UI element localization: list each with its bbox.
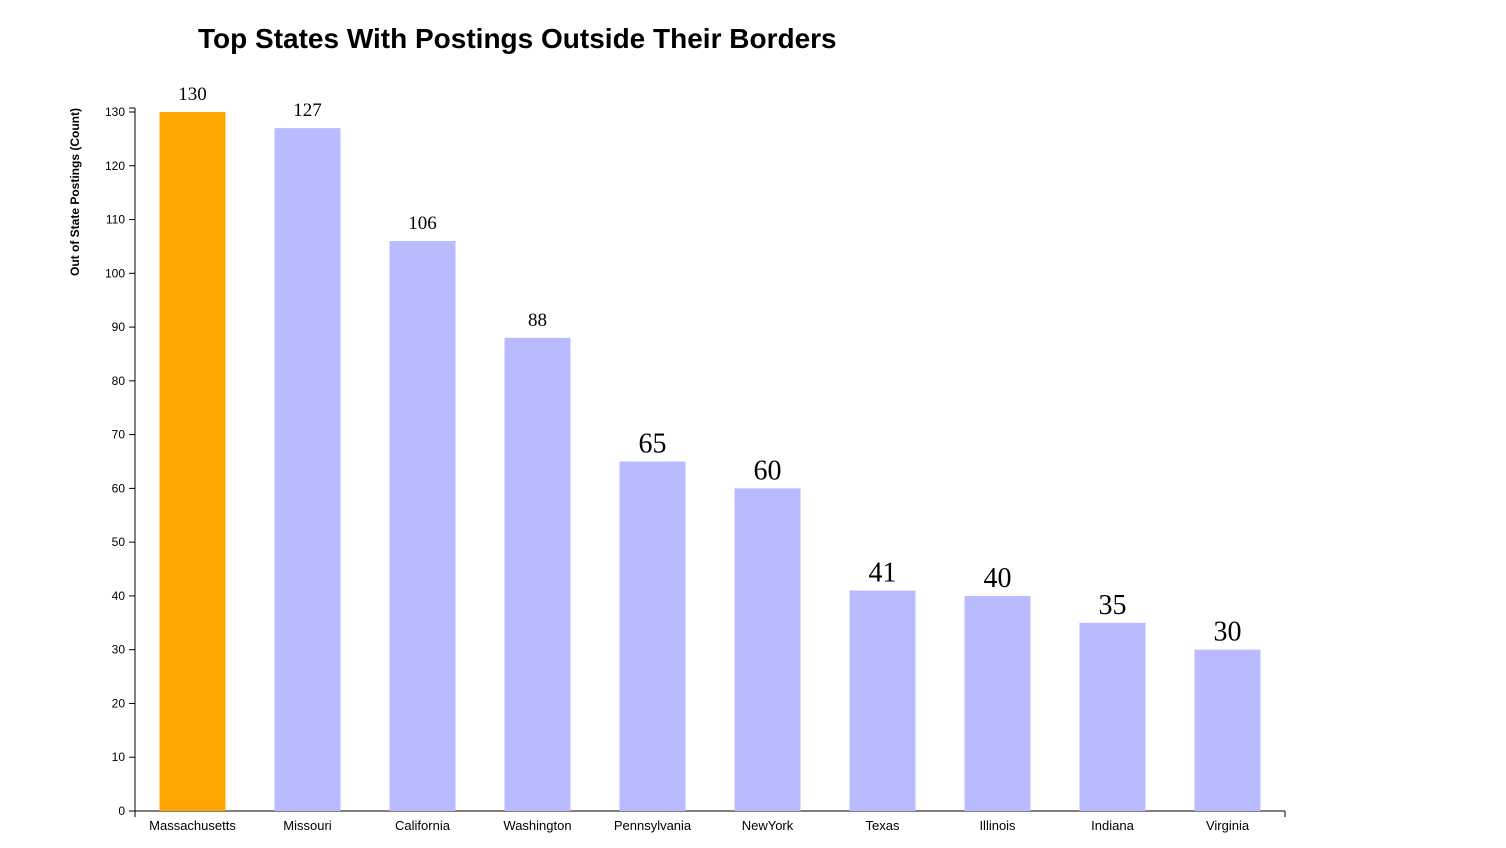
x-tick-label: Massachusetts xyxy=(149,818,236,833)
y-tick-label: 120 xyxy=(105,159,125,173)
y-axis-label: Out of State Postings (Count) xyxy=(68,108,82,276)
y-tick-label: 10 xyxy=(112,750,126,764)
y-tick-label: 0 xyxy=(118,804,125,818)
x-tick-label: Washington xyxy=(503,818,571,833)
x-axis: Massachusetts Missouri California Washingto… xyxy=(134,810,1286,833)
data-label: 30 xyxy=(1214,617,1242,648)
x-tick-label: Texas xyxy=(866,818,900,833)
data-label: 106 xyxy=(408,213,437,234)
data-label: 35 xyxy=(1099,590,1127,621)
data-labels: 130 127 106 88 65 60 41 40 35 30 xyxy=(178,84,1241,648)
data-label: 41 xyxy=(869,558,897,589)
bar-massachusetts xyxy=(159,112,226,811)
x-tick-label: Pennsylvania xyxy=(614,818,692,833)
bar-texas xyxy=(849,590,916,811)
y-tick-label: 60 xyxy=(112,481,126,495)
bar-missouri xyxy=(274,128,341,812)
y-tick-label: 110 xyxy=(106,213,125,227)
y-tick-label: 50 xyxy=(112,535,126,549)
bar-illinois xyxy=(964,595,1031,811)
chart-title: Top States With Postings Outside Their B… xyxy=(198,23,837,54)
x-tick-label: NewYork xyxy=(742,818,794,833)
bar-washington xyxy=(504,337,571,811)
x-tick-label: Illinois xyxy=(979,818,1016,833)
data-label: 88 xyxy=(528,310,547,331)
data-label: 130 xyxy=(178,84,207,105)
data-label: 60 xyxy=(754,455,782,486)
y-tick-label: 130 xyxy=(105,105,125,119)
y-tick-label: 40 xyxy=(112,589,126,603)
data-label: 65 xyxy=(639,429,667,460)
y-tick-label: 20 xyxy=(112,696,126,710)
y-tick-label: 100 xyxy=(105,266,125,280)
x-tick-label: Indiana xyxy=(1091,818,1134,833)
y-tick-label: 80 xyxy=(112,374,126,388)
x-tick-label: Missouri xyxy=(283,818,332,833)
x-tick-label: Virginia xyxy=(1206,818,1250,833)
bar-pennsylvania xyxy=(619,461,686,811)
y-tick-label: 90 xyxy=(112,320,126,334)
bar-indiana xyxy=(1079,622,1146,811)
bars xyxy=(159,112,1261,812)
x-tick-label: California xyxy=(395,818,451,833)
data-label: 127 xyxy=(293,100,322,121)
bar-virginia xyxy=(1194,649,1261,811)
y-tick-label: 70 xyxy=(112,428,126,442)
y-tick-label: 30 xyxy=(112,643,126,657)
bar-california xyxy=(389,241,456,812)
y-axis: 0 10 20 30 40 50 60 70 80 90 100 110 120 130 xyxy=(105,105,136,818)
data-label: 40 xyxy=(984,563,1012,594)
bar-newyork xyxy=(734,488,801,811)
